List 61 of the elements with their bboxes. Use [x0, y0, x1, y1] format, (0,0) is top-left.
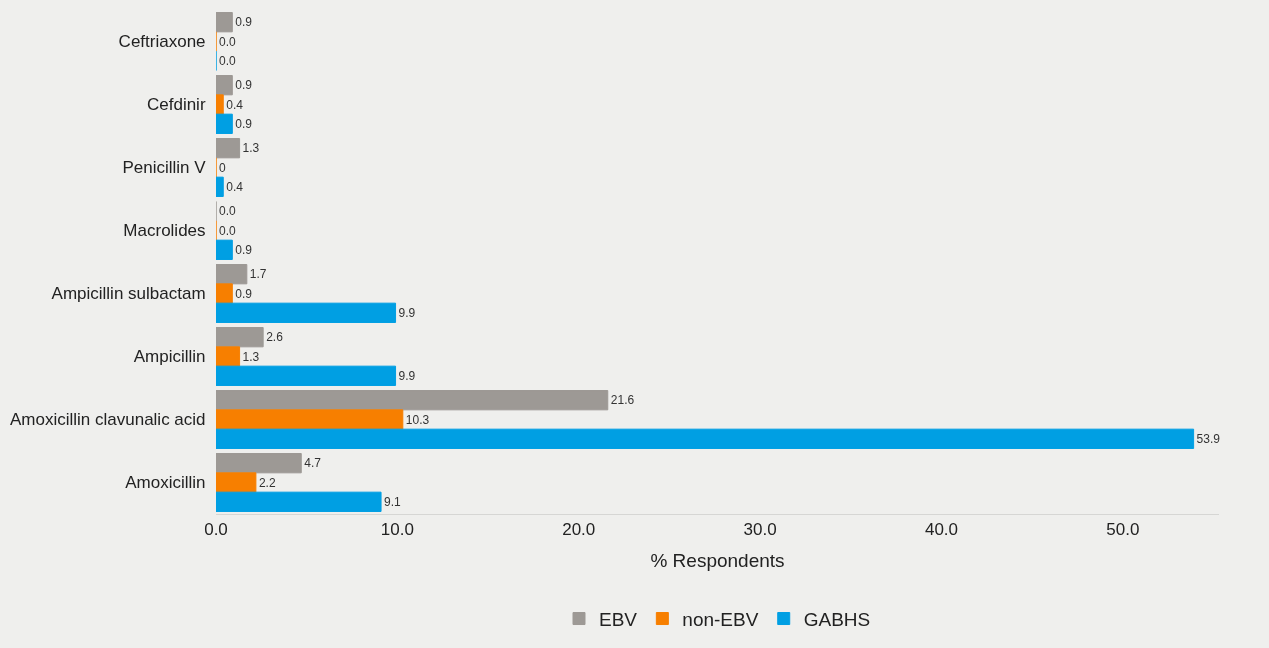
data-label: 0: [219, 160, 226, 175]
y-tick-label: Macrolides: [123, 221, 215, 241]
data-label: 0.9: [235, 116, 253, 131]
data-label: 4.7: [304, 456, 322, 471]
data-label: 2.6: [266, 330, 284, 345]
bar: [216, 75, 233, 96]
data-label: 2.2: [258, 475, 276, 490]
y-tick-label: Ampicillin: [133, 347, 215, 367]
x-axis-title: % Respondents: [650, 550, 785, 572]
x-tick-label: 30.0: [743, 520, 777, 540]
data-label: 21.6: [610, 393, 635, 408]
data-label: 9.1: [384, 494, 402, 509]
data-label: 0.4: [226, 179, 244, 194]
data-label: 0.4: [226, 97, 244, 112]
y-tick-label: Ceftriaxone: [118, 32, 215, 52]
bar: [216, 302, 397, 323]
legend-label: EBV: [599, 608, 638, 630]
bar: [216, 113, 233, 134]
bar: [216, 138, 241, 159]
data-label: 0.9: [235, 78, 253, 93]
data-label: 0.0: [219, 53, 237, 68]
bar: [216, 390, 609, 411]
bar: [216, 491, 382, 512]
legend-label: GABHS: [803, 608, 871, 630]
bar: [216, 472, 257, 493]
y-tick-label: Ampicillin sulbactam: [51, 284, 215, 304]
data-label: 9.9: [398, 368, 416, 383]
bar: [216, 264, 248, 285]
x-tick-label: 10.0: [380, 520, 414, 540]
bar: [216, 239, 233, 260]
bar: [216, 327, 264, 348]
data-label: 0.0: [219, 204, 237, 219]
bar: [216, 365, 397, 386]
data-label: 0.0: [219, 34, 237, 49]
x-tick-label: 40.0: [924, 520, 959, 540]
bar: [216, 409, 404, 430]
data-label: 0.0: [219, 223, 237, 238]
bar: [216, 453, 302, 474]
x-tick-label: 20.0: [562, 520, 596, 540]
data-label: 0.9: [235, 286, 253, 301]
bar: [216, 94, 224, 115]
data-label: 53.9: [1196, 431, 1221, 446]
data-label: 1.3: [242, 141, 260, 156]
data-label: 0.9: [235, 15, 253, 30]
data-label: 0.9: [235, 242, 253, 257]
x-tick-label: 0.0: [204, 520, 228, 540]
x-tick-label: 50.0: [1106, 520, 1140, 540]
y-tick-label: Amoxicillin: [125, 473, 215, 493]
bar: [216, 176, 224, 197]
bar: [216, 283, 233, 304]
bar: [216, 428, 1195, 449]
data-label: 9.9: [398, 305, 416, 320]
data-label: 1.7: [249, 267, 267, 282]
legend-label: non-EBV: [682, 608, 759, 630]
y-tick-label: Amoxicillin clavunalic acid: [9, 410, 215, 430]
bar: [216, 346, 241, 367]
y-tick-label: Penicillin V: [122, 158, 215, 178]
data-label: 1.3: [242, 349, 260, 364]
data-label: 10.3: [405, 412, 430, 427]
y-tick-label: Cefdinir: [146, 95, 215, 115]
bar: [216, 12, 233, 33]
